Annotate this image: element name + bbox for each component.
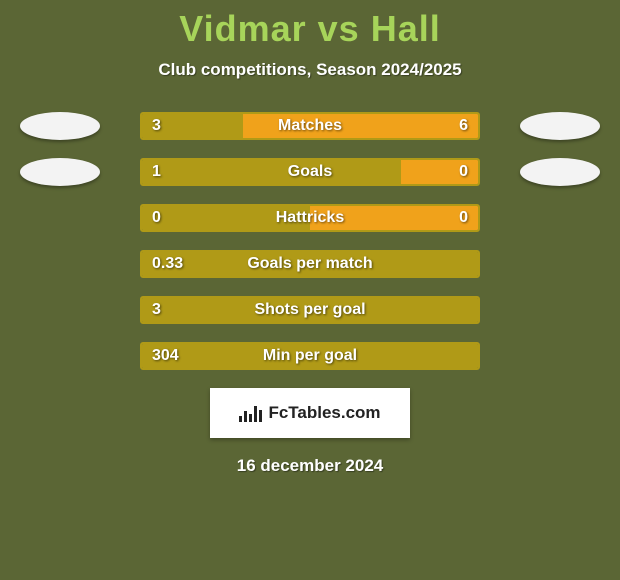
player-badge-left bbox=[20, 158, 100, 186]
metric-value-left: 304 bbox=[152, 347, 179, 365]
metric-row: Goals1 0 bbox=[0, 158, 620, 186]
metric-label: Matches bbox=[142, 117, 478, 135]
metric-label: Goals bbox=[142, 163, 478, 181]
metric-row: Min per goal304 bbox=[0, 342, 620, 370]
metric-bar: Hattricks0 0 bbox=[140, 204, 480, 232]
logo-bars-icon bbox=[239, 404, 262, 422]
footer-logo: FcTables.com bbox=[210, 388, 410, 438]
metric-row: Goals per match0.33 bbox=[0, 250, 620, 278]
metric-row: Hattricks0 0 bbox=[0, 204, 620, 232]
page-title: Vidmar vs Hall bbox=[0, 0, 620, 50]
metric-value-right: 0 bbox=[459, 163, 468, 181]
subtitle: Club competitions, Season 2024/2025 bbox=[0, 60, 620, 80]
metric-value-right: 6 bbox=[459, 117, 468, 135]
metric-value-left: 0.33 bbox=[152, 255, 183, 273]
metric-label: Goals per match bbox=[142, 255, 478, 273]
metric-row: Matches3 6 bbox=[0, 112, 620, 140]
metric-label: Hattricks bbox=[142, 209, 478, 227]
chart-area: Matches36Goals10Hattricks00Goals per mat… bbox=[0, 112, 620, 370]
player-badge-right bbox=[520, 112, 600, 140]
metric-label: Min per goal bbox=[142, 347, 478, 365]
metric-bar: Min per goal304 bbox=[140, 342, 480, 370]
comparison-card: Vidmar vs Hall Club competitions, Season… bbox=[0, 0, 620, 580]
player-badge-right bbox=[520, 158, 600, 186]
metric-bar: Shots per goal3 bbox=[140, 296, 480, 324]
player-badge-left bbox=[20, 112, 100, 140]
footer-logo-text: FcTables.com bbox=[268, 403, 380, 423]
metric-value-left: 1 bbox=[152, 163, 161, 181]
metric-bar: Goals per match0.33 bbox=[140, 250, 480, 278]
metric-row: Shots per goal3 bbox=[0, 296, 620, 324]
footer-date: 16 december 2024 bbox=[0, 456, 620, 476]
metric-value-left: 3 bbox=[152, 117, 161, 135]
metric-value-right: 0 bbox=[459, 209, 468, 227]
metric-value-left: 3 bbox=[152, 301, 161, 319]
metric-bar: Goals1 0 bbox=[140, 158, 480, 186]
metric-bar: Matches3 6 bbox=[140, 112, 480, 140]
metric-value-left: 0 bbox=[152, 209, 161, 227]
footer-logo-inner: FcTables.com bbox=[239, 403, 380, 423]
metric-label: Shots per goal bbox=[142, 301, 478, 319]
